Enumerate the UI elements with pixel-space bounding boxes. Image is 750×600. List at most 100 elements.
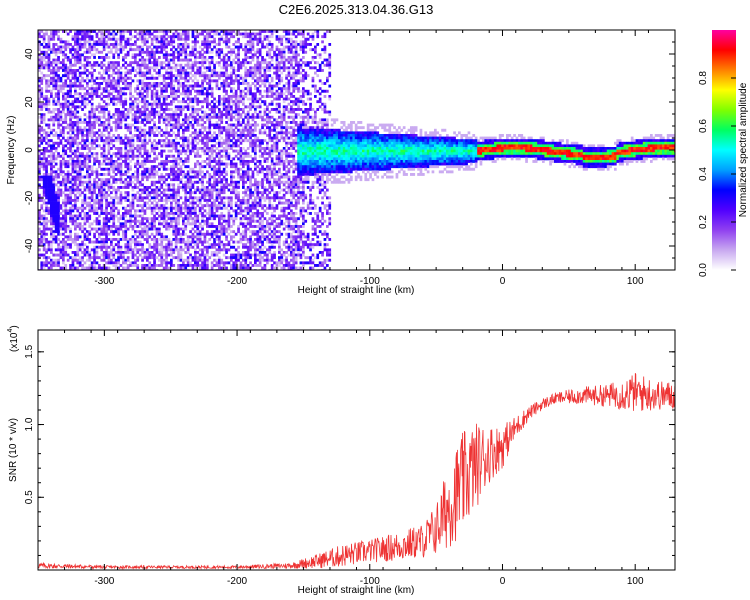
heatmap-cell <box>52 43 56 46</box>
heatmap-cell <box>165 193 168 197</box>
heatmap-cell <box>81 63 84 67</box>
heatmap-cell <box>198 53 202 57</box>
heatmap-cell <box>172 154 176 158</box>
heatmap-cell <box>52 230 56 234</box>
heatmap-cell <box>86 245 89 249</box>
heatmap-cell <box>54 175 58 179</box>
heatmap-cell <box>162 261 166 265</box>
heatmap-cell <box>76 43 80 46</box>
heatmap-cell <box>110 209 113 213</box>
heatmap-cell <box>122 258 125 262</box>
heatmap-cell <box>143 238 147 241</box>
heatmap-cell <box>213 97 216 101</box>
heatmap-cell <box>162 165 166 169</box>
heatmap-cell <box>206 230 209 234</box>
heatmap-cell <box>232 183 236 187</box>
heatmap-cell <box>117 61 120 65</box>
heatmap-cell <box>83 50 87 54</box>
heatmap-cell <box>179 53 183 57</box>
heatmap-cell <box>117 152 120 156</box>
heatmap-cell <box>71 82 75 85</box>
heatmap-cell <box>165 71 168 75</box>
heatmap-cell <box>95 261 99 265</box>
heatmap-cell <box>54 253 58 257</box>
heatmap-cell <box>136 157 140 161</box>
heatmap-cell <box>198 92 202 96</box>
heatmap-cell <box>146 89 149 93</box>
heatmap-cell <box>42 235 46 239</box>
heatmap-cell <box>230 79 233 83</box>
heatmap-cell <box>54 100 58 104</box>
heatmap-cell <box>50 79 53 83</box>
heatmap-cell <box>112 170 116 174</box>
heatmap-cell <box>66 186 70 189</box>
heatmap-cell <box>165 199 168 202</box>
heatmap-cell <box>47 45 51 49</box>
heatmap-cell <box>59 84 63 88</box>
heatmap-cell <box>105 240 108 244</box>
heatmap-cell <box>71 76 75 80</box>
heatmap-cell <box>78 214 82 218</box>
heatmap-cell <box>98 183 101 187</box>
heatmap-cell <box>57 84 60 88</box>
heatmap-cell <box>88 141 92 145</box>
heatmap-cell <box>232 144 236 148</box>
heatmap-cell <box>124 248 128 252</box>
heatmap-cell <box>122 180 125 184</box>
heatmap-cell <box>150 201 154 205</box>
heatmap-cell <box>227 157 231 161</box>
heatmap-cell <box>76 175 80 179</box>
heatmap-cell <box>213 178 216 182</box>
heatmap-cell <box>215 230 219 234</box>
heatmap-cell <box>162 253 166 257</box>
heatmap-cell <box>78 61 82 65</box>
heatmap-cell <box>208 43 212 46</box>
heatmap-cell <box>86 32 89 36</box>
heatmap-cell <box>102 35 106 39</box>
heatmap-cell <box>196 230 200 234</box>
heatmap-cell <box>230 173 233 176</box>
heatmap-cell <box>66 32 70 36</box>
heatmap-cell <box>126 191 130 195</box>
heatmap-cell <box>105 108 108 111</box>
heatmap-cell <box>225 256 228 260</box>
heatmap-cell <box>78 79 82 83</box>
heatmap-cell <box>105 256 108 260</box>
heatmap-cell <box>186 219 190 223</box>
heatmap-cell <box>146 264 149 267</box>
heatmap-cell <box>232 219 236 223</box>
heatmap-cell <box>134 30 137 33</box>
heatmap-cell <box>206 170 209 174</box>
heatmap-cell <box>153 243 156 247</box>
heatmap-cell <box>102 162 106 166</box>
heatmap-cell <box>141 160 144 163</box>
heatmap-cell <box>54 30 58 33</box>
heatmap-cell <box>146 108 149 111</box>
heatmap-cell <box>59 102 63 106</box>
heatmap-cell <box>222 141 226 145</box>
heatmap-cell <box>198 196 202 200</box>
heatmap-cell <box>222 149 226 153</box>
heatmap-cell <box>47 63 51 67</box>
heatmap-cell <box>225 89 228 93</box>
heatmap-cell <box>170 196 173 200</box>
heatmap-cell <box>232 186 236 189</box>
heatmap-cell <box>76 248 80 252</box>
heatmap-cell <box>71 160 75 163</box>
heatmap-cell <box>167 118 171 122</box>
heatmap-cell <box>105 139 108 143</box>
heatmap-cell <box>174 141 178 145</box>
heatmap-cell <box>105 35 108 39</box>
heatmap-cell <box>172 256 176 260</box>
heatmap-cell <box>191 108 195 111</box>
heatmap-cell <box>124 79 128 83</box>
heatmap-cell <box>93 253 96 257</box>
heatmap-cell <box>203 97 207 101</box>
heatmap-cell <box>52 183 56 187</box>
heatmap-cell <box>206 162 209 166</box>
heatmap-cell <box>194 196 197 200</box>
heatmap-cell <box>124 45 128 49</box>
heatmap-cell <box>126 126 130 130</box>
heatmap-cell <box>230 61 233 65</box>
heatmap-cell <box>47 256 51 260</box>
